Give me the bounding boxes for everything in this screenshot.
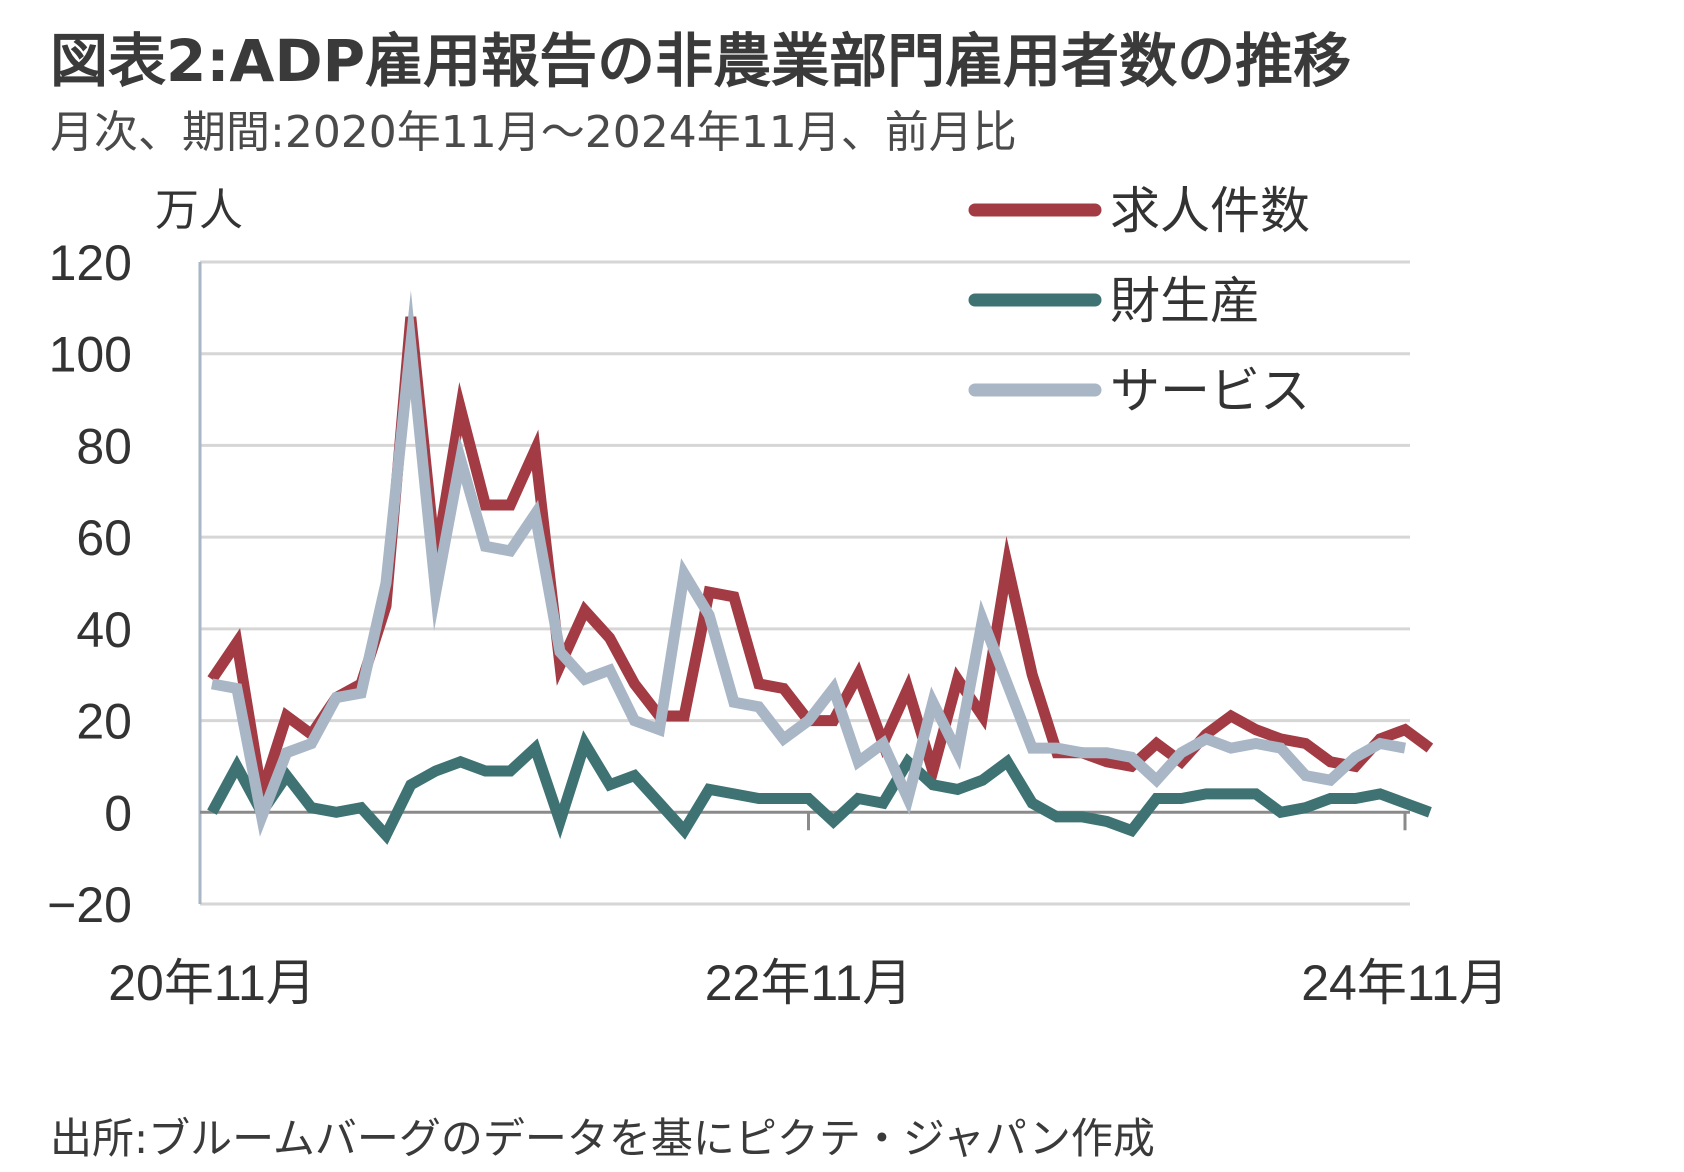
x-tick-label-0: 20年11月 (108, 955, 316, 1011)
series-line-1 (207, 730, 1432, 845)
x-tick-label-24: 22年11月 (705, 955, 913, 1011)
y-tick-100: 100 (49, 327, 132, 383)
y-tick-40: 40 (76, 602, 132, 658)
series-line-2 (211, 290, 1406, 837)
y-tick-labels: −20 0 20 40 60 80 100 120 (47, 235, 132, 933)
legend-label-0: 求人件数 (1110, 182, 1310, 240)
y-tick-60: 60 (76, 510, 132, 566)
y-tick-80: 80 (76, 418, 132, 474)
y-tick-0: 0 (104, 785, 132, 841)
chart-title: 図表2:ADP雇用報告の非農業部門雇用者数の推移 (50, 27, 1352, 95)
chart-subtitle: 月次、期間:2020年11月～2024年11月、前月比 (50, 107, 1017, 158)
legend-label-2: サービス (1110, 362, 1310, 420)
x-tick-label-48: 24年11月 (1301, 955, 1509, 1011)
series-lines (207, 290, 1434, 845)
y-unit-label: 万人 (155, 185, 243, 236)
x-tick-labels: 20年11月 22年11月 24年11月 (108, 955, 1509, 1011)
legend-label-1: 財生産 (1110, 272, 1260, 330)
y-tick-120: 120 (49, 235, 132, 291)
source-note: 出所:ブルームバーグのデータを基にピクテ・ジャパン作成 (50, 1114, 1155, 1163)
y-tick--20: −20 (47, 877, 132, 933)
y-tick-20: 20 (76, 694, 132, 750)
